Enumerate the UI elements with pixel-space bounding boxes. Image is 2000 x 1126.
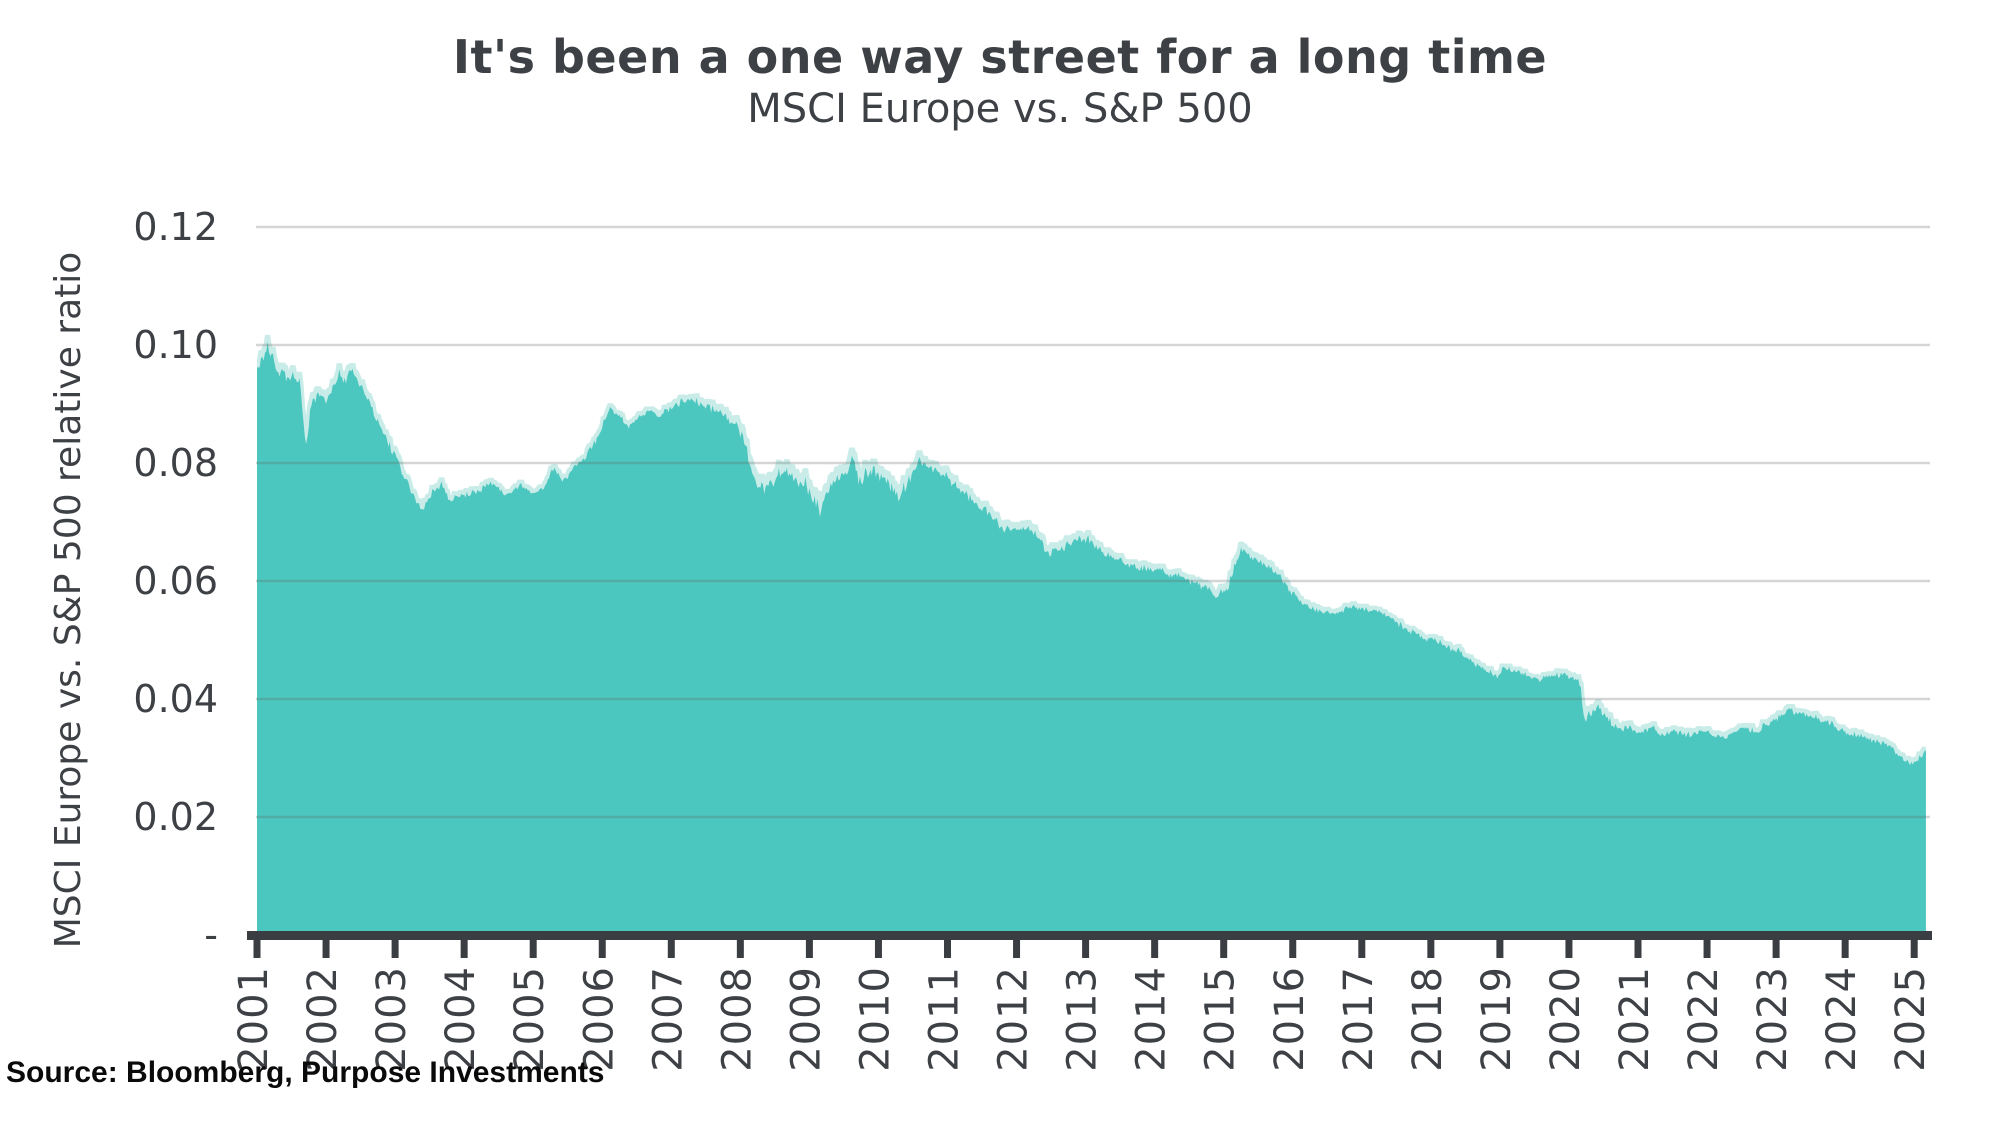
- x-tick: [1910, 938, 1918, 958]
- x-tick-label: 2021: [1612, 966, 1658, 1072]
- x-tick-label: 2005: [507, 966, 553, 1072]
- x-tick-label: 2015: [1198, 966, 1244, 1072]
- x-tick-label: 2017: [1336, 966, 1382, 1072]
- x-tick: [1772, 938, 1780, 958]
- x-tick: [1082, 938, 1090, 958]
- x-tick: [253, 938, 261, 958]
- x-tick-label: 2019: [1474, 966, 1520, 1072]
- x-tick: [805, 938, 813, 958]
- source-note: Source: Bloomberg, Purpose Investments: [6, 1056, 605, 1089]
- y-axis-title: MSCI Europe vs. S&P 500 relative ratio: [48, 252, 89, 949]
- chart-subtitle: MSCI Europe vs. S&P 500: [747, 86, 1253, 132]
- x-tick: [1427, 938, 1435, 958]
- chart-title: It's been a one way street for a long ti…: [452, 30, 1548, 84]
- x-tick: [391, 938, 399, 958]
- x-tick: [529, 938, 537, 958]
- x-tick-label: 2020: [1543, 966, 1589, 1072]
- x-tick: [460, 938, 468, 958]
- x-tick: [1358, 938, 1366, 958]
- x-tick: [1013, 938, 1021, 958]
- x-tick: [1151, 938, 1159, 958]
- x-tick-label: 2006: [576, 966, 622, 1072]
- x-tick-label: 2024: [1819, 966, 1865, 1072]
- x-tick: [874, 938, 882, 958]
- x-axis-line: [247, 931, 1932, 940]
- x-tick: [1703, 938, 1711, 958]
- y-tick-label: 0.12: [133, 205, 218, 249]
- x-tick-label: 2016: [1267, 966, 1313, 1072]
- x-tick-label: 2011: [922, 966, 968, 1072]
- x-tick-label: 2018: [1405, 966, 1451, 1072]
- area-series-main: [257, 341, 1926, 935]
- x-tick-label: 2013: [1060, 966, 1106, 1072]
- x-tick-label: 2008: [714, 966, 760, 1072]
- x-tick-label: 2022: [1681, 966, 1727, 1072]
- x-tick: [1289, 938, 1297, 958]
- x-tick-label: 2002: [300, 966, 346, 1072]
- x-tick-label: 2003: [369, 966, 415, 1072]
- x-tick: [322, 938, 330, 958]
- y-tick-label: 0.04: [133, 677, 218, 721]
- x-tick-label: 2014: [1129, 966, 1175, 1072]
- y-tick-label: 0.06: [133, 559, 218, 603]
- y-tick-label: 0.10: [133, 323, 218, 367]
- x-tick-label: 2009: [783, 966, 829, 1072]
- x-tick-label: 2025: [1888, 966, 1934, 1072]
- x-tick-label: 2004: [438, 966, 484, 1072]
- y-tick-label: -: [204, 913, 218, 957]
- x-tick: [1841, 938, 1849, 958]
- y-tick-label: 0.08: [133, 441, 218, 485]
- x-tick: [667, 938, 675, 958]
- x-tick: [736, 938, 744, 958]
- y-tick-label: 0.02: [133, 795, 218, 839]
- x-tick: [1220, 938, 1228, 958]
- x-tick: [1634, 938, 1642, 958]
- x-tick: [944, 938, 951, 958]
- x-tick: [1496, 938, 1504, 958]
- x-tick-label: 2001: [231, 966, 277, 1072]
- x-tick-label: 2023: [1750, 966, 1796, 1072]
- x-tick: [598, 938, 606, 958]
- x-tick: [1565, 938, 1573, 958]
- x-tick-label: 2012: [991, 966, 1037, 1072]
- x-tick-label: 2010: [852, 966, 898, 1072]
- x-tick-label: 2007: [645, 966, 691, 1072]
